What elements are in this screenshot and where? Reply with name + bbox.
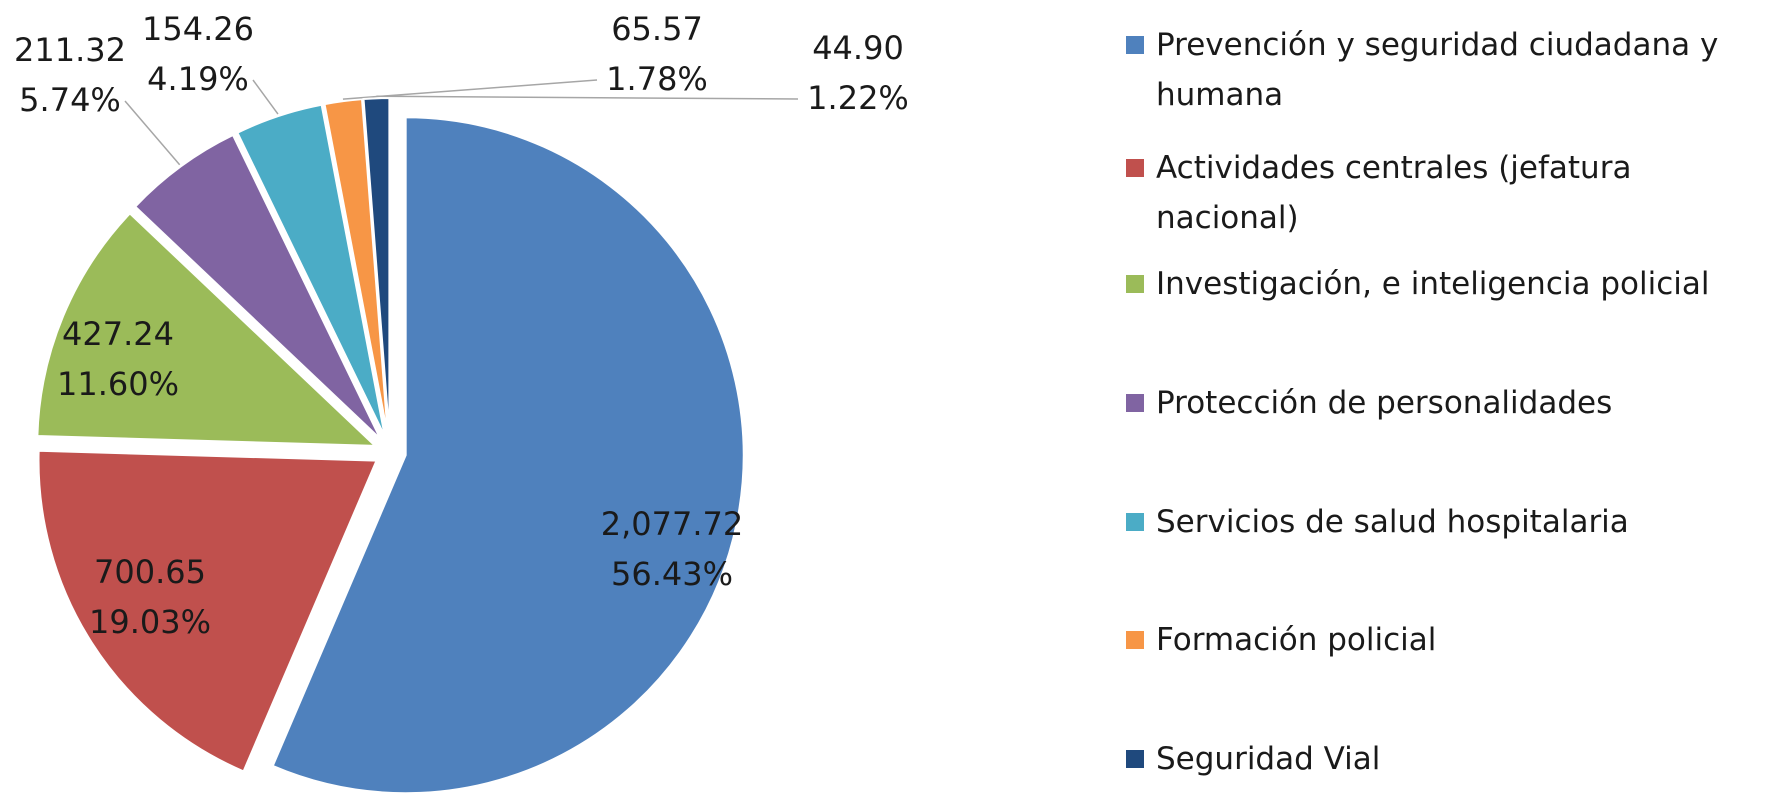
legend-swatch [1126,36,1144,54]
legend-swatch [1126,513,1144,531]
percentage-label: 1.22% [807,79,909,117]
value-label: 427.24 [62,315,174,353]
legend-label: Formación policial [1156,622,1437,658]
pie-slice [362,97,391,437]
legend-label: Protección de personalidades [1156,385,1613,421]
pie-slice [37,449,379,773]
leader-line [252,79,279,115]
value-label: 211.32 [14,31,126,69]
legend-swatch [1126,275,1144,293]
legend-item: Protección de personalidades [1120,378,1770,428]
legend-item: Actividades centrales (jefatura nacional… [1120,143,1770,243]
legend-item: Seguridad Vial [1120,734,1770,784]
percentage-label: 4.19% [147,60,249,98]
legend-swatch [1126,159,1144,177]
legend-label: Seguridad Vial [1156,741,1381,777]
legend-item: Prevención y seguridad ciudadana y human… [1120,20,1770,120]
pie-slice [133,133,382,440]
legend-label: Investigación, e inteligencia policial [1156,266,1710,302]
percentage-label: 19.03% [89,603,211,641]
value-label: 700.65 [94,553,206,591]
legend: Prevención y seguridad ciudadana y human… [1120,0,1770,805]
legend-label: Actividades centrales (jefatura nacional… [1156,150,1632,236]
value-label: 2,077.72 [601,505,744,543]
pie-slice [236,103,386,438]
value-label: 65.57 [611,10,703,48]
chart: 2,077.72 56.43% 700.65 19.03% 427.24 11.60% 21… [14,10,909,795]
legend-item: Investigación, e inteligencia policial [1120,259,1770,309]
pie-slice [323,98,389,437]
value-label: 154.26 [142,10,254,48]
legend-item: Formación policial [1120,615,1770,665]
percentage-label: 11.60% [57,365,179,403]
percentage-label: 56.43% [611,555,733,593]
legend-item: Servicios de salud hospitalaria [1120,497,1770,547]
pie-slice [36,211,378,447]
legend-swatch [1126,631,1144,649]
legend-swatch [1126,750,1144,768]
leader-line [124,100,181,166]
percentage-label: 5.74% [19,81,121,119]
percentage-label: 1.78% [606,60,708,98]
leader-line [376,95,799,100]
value-label: 44.90 [812,29,904,67]
pie-slice [271,116,745,795]
legend-swatch [1126,394,1144,412]
legend-label: Prevención y seguridad ciudadana y human… [1156,27,1719,113]
legend-label: Servicios de salud hospitalaria [1156,504,1629,540]
